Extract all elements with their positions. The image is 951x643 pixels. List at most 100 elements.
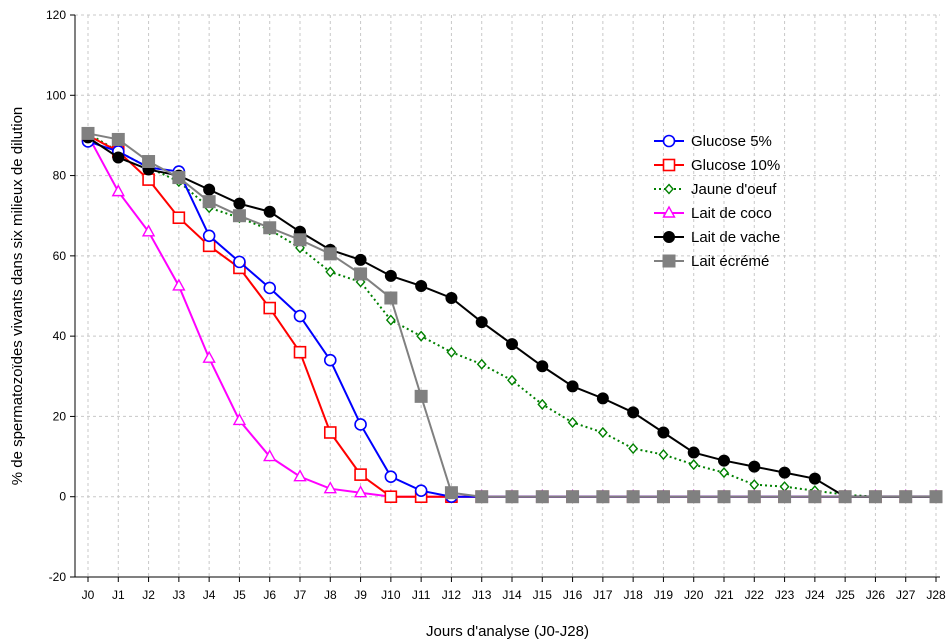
data-point: [476, 358, 487, 370]
legend-marker: [662, 134, 676, 148]
data-point: [354, 267, 368, 281]
data-point: [141, 224, 156, 237]
data-point: [537, 398, 548, 410]
legend-item: Jaune d'oeuf: [654, 181, 777, 198]
legend-marker: [662, 205, 676, 218]
legend-label: Lait de coco: [691, 205, 772, 222]
legend-label: Glucose 5%: [691, 133, 772, 150]
data-point: [567, 416, 578, 429]
data-point: [808, 472, 821, 485]
data-point: [111, 184, 125, 197]
x-tick-label: J28: [926, 588, 946, 602]
data-point: [566, 490, 580, 504]
legend-marker: [662, 158, 676, 172]
x-tick-label: J5: [233, 588, 246, 602]
data-point: [416, 330, 427, 342]
data-point: [627, 406, 640, 419]
x-tick-label: J26: [866, 588, 886, 602]
legend: Glucose 5% Glucose 10% Jaune d'oeuf Lait de…: [654, 133, 780, 270]
data-point: [111, 132, 125, 146]
data-point: [203, 183, 216, 196]
x-tick-label: J12: [442, 588, 462, 602]
data-point: [868, 490, 882, 504]
data-point: [748, 460, 761, 473]
data-point: [384, 470, 398, 483]
data-point: [626, 490, 640, 504]
data-point: [323, 247, 337, 261]
data-point: [293, 233, 307, 247]
x-tick-label: J4: [203, 588, 216, 602]
data-point: [385, 314, 396, 326]
data-point: [657, 426, 670, 439]
legend-item: Glucose 10%: [654, 157, 780, 174]
y-tick-label: 40: [53, 329, 67, 343]
legend-item: Lait écrémé: [654, 253, 769, 270]
data-point: [293, 469, 307, 482]
data-point: [566, 380, 579, 393]
x-tick-label: J21: [714, 588, 734, 602]
data-point: [172, 278, 186, 291]
x-tick-label: J0: [82, 588, 95, 602]
data-point: [263, 221, 277, 235]
data-point: [414, 389, 428, 403]
y-tick-label: 100: [46, 88, 66, 102]
y-axis: -20 0 20 40 60 80 100 120: [46, 8, 75, 584]
y-tick-label: 0: [59, 490, 66, 504]
x-axis-title: Jours d'analyse (J0-J28): [426, 623, 589, 640]
x-tick-label: J11: [412, 588, 431, 602]
data-point: [202, 350, 216, 363]
data-point: [687, 446, 700, 459]
data-point: [142, 155, 156, 169]
x-tick-label: J8: [324, 588, 337, 602]
x-tick-label: J19: [654, 588, 674, 602]
data-point: [81, 126, 95, 140]
x-tick-label: J15: [533, 588, 553, 602]
legend-marker: [664, 183, 674, 195]
series-group: [81, 126, 943, 504]
data-point: [596, 392, 609, 405]
data-point: [628, 442, 639, 455]
legend-item: Glucose 5%: [654, 133, 772, 150]
y-tick-label: 60: [53, 249, 67, 263]
x-tick-label: J27: [896, 588, 916, 602]
data-point: [414, 484, 428, 497]
x-tick-label: J7: [294, 588, 307, 602]
data-point: [899, 490, 913, 504]
data-point: [415, 279, 428, 292]
data-point: [505, 490, 519, 504]
legend-label: Glucose 10%: [691, 157, 780, 174]
data-point: [263, 449, 277, 462]
x-tick-label: J25: [835, 588, 855, 602]
x-tick-label: J2: [142, 588, 155, 602]
series-5: [81, 126, 943, 504]
data-point: [384, 291, 398, 305]
legend-label: Lait de vache: [691, 229, 780, 246]
x-tick-label: J10: [381, 588, 401, 602]
data-point: [202, 229, 216, 243]
data-point: [446, 346, 457, 358]
x-tick-label: J22: [745, 588, 765, 602]
legend-marker: [662, 254, 676, 268]
data-point: [718, 454, 730, 467]
data-point: [506, 338, 518, 351]
y-tick-label: 80: [53, 169, 67, 183]
data-point: [354, 253, 367, 266]
legend-marker: [663, 231, 675, 243]
y-tick-label: -20: [49, 570, 67, 584]
data-point: [232, 209, 246, 223]
data-point: [747, 490, 761, 504]
x-tick-label: J24: [805, 588, 825, 602]
x-tick-label: J18: [623, 588, 643, 602]
data-point: [142, 173, 155, 186]
data-point: [354, 468, 367, 481]
data-point: [384, 490, 398, 504]
data-point: [172, 171, 186, 185]
data-point: [293, 309, 307, 323]
data-point: [658, 449, 669, 461]
data-point: [778, 466, 791, 479]
data-point: [444, 486, 458, 500]
data-point: [808, 490, 822, 504]
x-tick-label: J23: [775, 588, 795, 602]
plot-frame: [74, 15, 940, 578]
